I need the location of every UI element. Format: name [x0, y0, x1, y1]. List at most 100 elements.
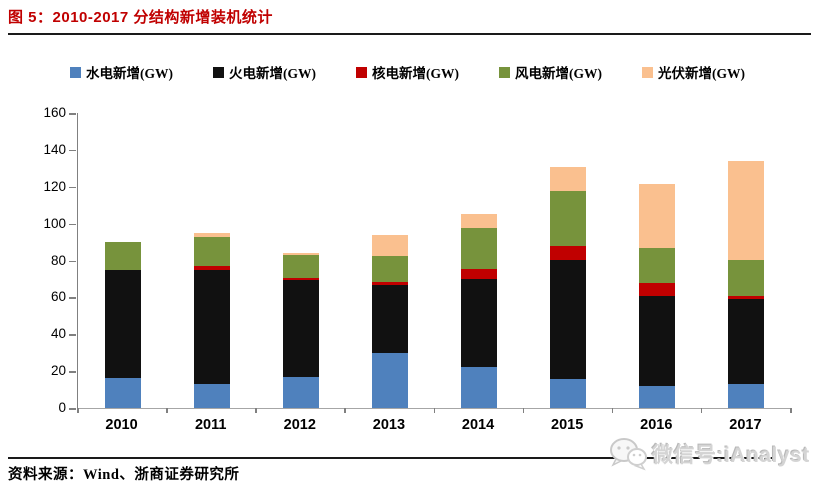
bar-segment — [371, 285, 408, 353]
y-axis-tick-mark — [69, 334, 76, 336]
legend-label: 水电新增(GW) — [86, 66, 173, 81]
legend-label: 光伏新增(GW) — [658, 66, 745, 81]
bar-segment — [193, 269, 230, 385]
stacked-bar-2012 — [282, 253, 319, 408]
y-axis-tick-mark — [69, 260, 76, 262]
bar-segment — [461, 268, 498, 279]
x-axis-tick-mark — [522, 408, 525, 413]
bar-segment — [193, 232, 230, 238]
stacked-bar-2015 — [550, 167, 587, 408]
bar-segment — [550, 167, 587, 192]
bar-column-2011 — [167, 232, 256, 408]
bar-segment — [550, 245, 587, 260]
bar-segment — [728, 299, 765, 385]
stacked-bar-2013 — [371, 234, 408, 408]
legend-label: 火电新增(GW) — [229, 66, 316, 81]
bar-segment — [639, 183, 676, 248]
x-axis-tick-mark — [700, 408, 703, 413]
bar-segment — [461, 278, 498, 368]
bar-segment — [639, 247, 676, 283]
bar-column-2017 — [702, 160, 791, 408]
bar-segment — [728, 160, 765, 260]
legend-item: 风电新增(GW) — [499, 62, 602, 82]
x-axis-label-2011: 2011 — [194, 417, 227, 433]
x-axis-tick-mark — [433, 408, 435, 413]
y-axis-tick-label: 0 — [58, 400, 66, 415]
x-axis-tick-mark — [255, 408, 257, 413]
stacked-bar-2017 — [728, 160, 765, 408]
legend-swatch — [642, 66, 653, 78]
stacked-bar-2011 — [193, 232, 230, 408]
bar-segment — [282, 278, 319, 280]
y-axis-tick-mark — [69, 113, 76, 115]
bar-segment — [371, 352, 408, 408]
y-axis-tick-label: 100 — [43, 215, 66, 231]
bar-segment — [371, 281, 408, 286]
y-axis-tick-label: 80 — [50, 252, 66, 268]
bar-segment — [639, 282, 676, 297]
bar-segment — [371, 234, 408, 256]
y-axis-tick-label: 40 — [50, 326, 66, 342]
legend-swatch — [356, 66, 367, 78]
bar-segment — [282, 376, 319, 408]
page-title: 图 5：2010-2017 分结构新增装机统计 — [8, 9, 273, 26]
y-axis-tick-mark — [69, 408, 76, 410]
bar-segment — [282, 254, 319, 279]
x-axis-tick-mark — [166, 408, 168, 413]
y-axis-tick-label: 60 — [50, 289, 66, 305]
y-axis-tick-label: 160 — [43, 105, 66, 120]
x-axis-label-2010: 2010 — [105, 417, 138, 433]
bar-segment — [193, 384, 230, 408]
bar-segment — [461, 367, 498, 408]
bar-segment — [728, 384, 765, 408]
legend-item: 水电新增(GW) — [70, 62, 173, 82]
bar-column-2013 — [345, 234, 434, 408]
bar-segment — [550, 378, 587, 408]
legend-swatch — [499, 66, 510, 78]
bar-segment — [550, 191, 587, 246]
bar-column-2012 — [256, 253, 345, 408]
x-axis-label-2016: 2016 — [640, 417, 673, 433]
stacked-bar-2016 — [639, 183, 676, 408]
legend-label: 核电新增(GW) — [372, 66, 459, 81]
y-axis-tick-label: 120 — [43, 178, 66, 194]
x-axis-tick-mark — [77, 408, 79, 413]
y-axis-tick-mark — [69, 371, 76, 373]
bar-segment — [639, 385, 676, 408]
bar-segment — [461, 214, 498, 229]
bar-segment — [104, 269, 141, 378]
title-divider — [8, 33, 811, 35]
bar-column-2016 — [613, 183, 702, 408]
bar-segment — [282, 279, 319, 377]
y-axis-tick-label: 140 — [43, 141, 66, 157]
x-axis-label-2017: 2017 — [729, 417, 762, 433]
x-axis-label-2013: 2013 — [372, 417, 406, 433]
y-axis-tick-mark — [69, 223, 76, 226]
bar-column-2015 — [524, 167, 613, 408]
legend-swatch — [70, 66, 81, 78]
bar-segment — [461, 228, 498, 269]
legend-item: 火电新增(GW) — [213, 62, 316, 82]
legend-swatch — [213, 66, 224, 78]
y-axis-tick-label: 20 — [50, 363, 66, 379]
bar-segment — [550, 259, 587, 379]
y-axis-tick-mark — [69, 149, 76, 152]
data-source-note: 资料来源：Wind、浙商证券研究所 — [8, 467, 240, 483]
legend-item: 核电新增(GW) — [356, 62, 459, 82]
bar-segment — [371, 255, 408, 282]
bar-segment — [639, 296, 676, 386]
plot-area — [77, 113, 792, 413]
bar-column-2010 — [78, 242, 167, 408]
legend-label: 风电新增(GW) — [515, 66, 602, 81]
x-axis-label-2015: 2015 — [551, 417, 584, 433]
bar-segment — [104, 377, 141, 408]
y-axis-tick-mark — [69, 297, 76, 299]
y-axis-tick-mark — [69, 186, 76, 189]
bar-segment — [193, 237, 230, 267]
bar-segment — [193, 266, 230, 270]
x-axis-tick-mark — [790, 408, 792, 413]
stacked-bar-2014 — [461, 214, 498, 408]
x-axis-label-2014: 2014 — [461, 417, 495, 433]
stacked-bar-2010 — [104, 242, 141, 408]
